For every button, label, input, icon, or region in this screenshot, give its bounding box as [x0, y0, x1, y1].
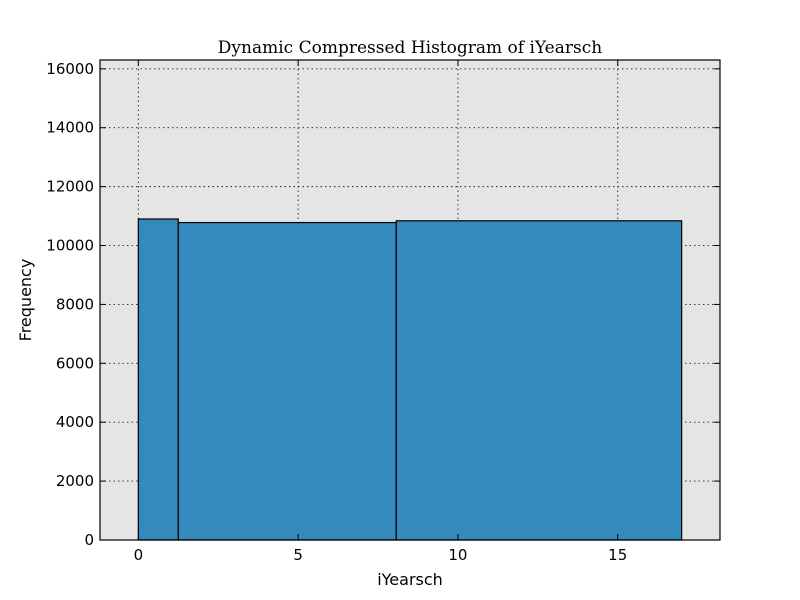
plot-frame [99, 59, 721, 541]
histogram-bar-3 [395, 220, 683, 541]
histogram-bar-2 [177, 221, 397, 541]
x-tick-labels: 0 5 10 15 [134, 546, 628, 564]
y-tick-label: 12000 [46, 178, 94, 196]
y-axis-label: Frequency [16, 259, 35, 342]
x-tick-label: 5 [293, 546, 303, 564]
x-tick-label: 15 [608, 546, 627, 564]
y-tick-label: 0 [84, 531, 94, 549]
chart-title: Dynamic Compressed Histogram of iYearsch [218, 38, 602, 58]
y-tick-label: 16000 [46, 60, 94, 78]
histogram-bars [137, 218, 683, 541]
y-tick-label: 14000 [46, 119, 94, 137]
y-tick-label: 2000 [56, 472, 94, 490]
x-tick-label: 0 [134, 546, 144, 564]
x-axis-label: iYearsch [377, 570, 443, 589]
y-tick-label: 4000 [56, 413, 94, 431]
y-tick-label: 10000 [46, 237, 94, 255]
axis-ticks [100, 60, 720, 541]
y-tick-label: 8000 [56, 295, 94, 313]
histogram-bar-1 [137, 218, 179, 541]
x-tick-label: 10 [448, 546, 467, 564]
y-tick-labels: 0 2000 4000 6000 8000 10000 12000 14000 16000 [46, 60, 94, 549]
y-tick-label: 6000 [56, 354, 94, 372]
